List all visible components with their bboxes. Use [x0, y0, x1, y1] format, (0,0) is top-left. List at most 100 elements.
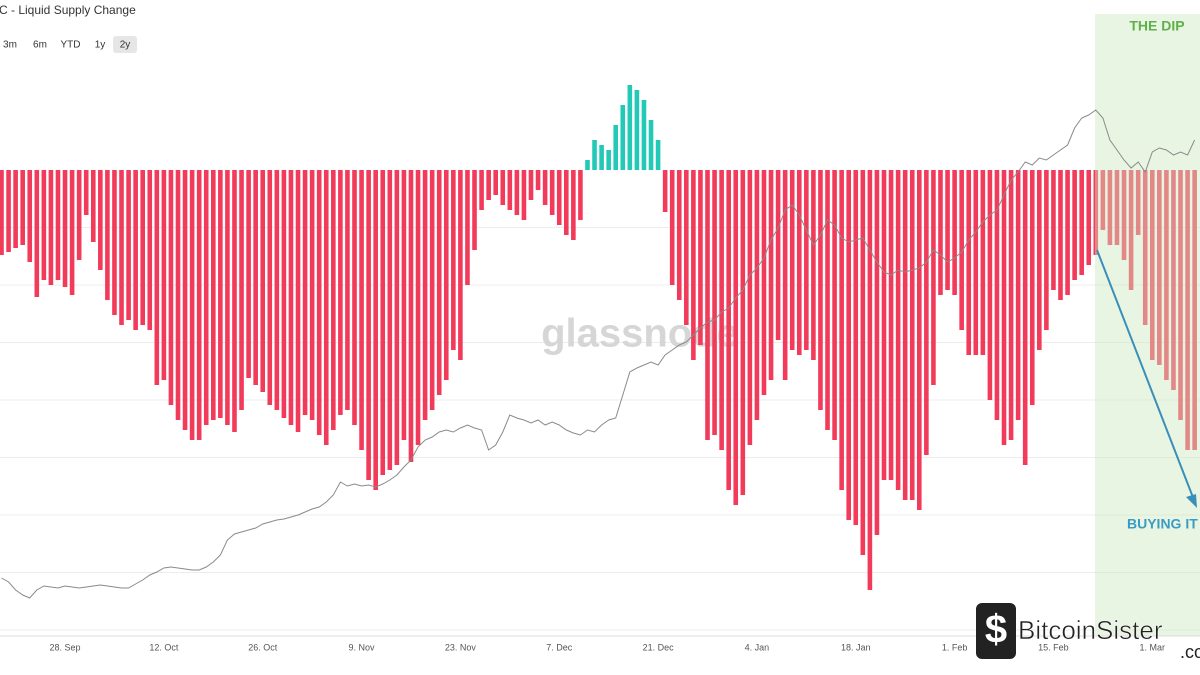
bar	[267, 170, 273, 405]
bar	[535, 170, 541, 190]
bar	[1171, 170, 1176, 390]
range-button: 1y	[95, 40, 106, 51]
bar	[853, 170, 859, 525]
bar	[1065, 170, 1070, 295]
bar	[634, 90, 640, 170]
bar	[1015, 170, 1021, 420]
bar	[1149, 170, 1155, 360]
range-button: 3m	[3, 40, 17, 51]
bar	[239, 170, 244, 410]
logo-icon-glyph: $	[985, 608, 1007, 652]
bar	[789, 170, 795, 350]
arrow	[1096, 249, 1197, 508]
bar	[952, 170, 957, 295]
bar	[1001, 170, 1007, 445]
bar	[1142, 170, 1148, 325]
bar	[69, 170, 75, 295]
bar	[747, 170, 753, 445]
range-button: YTD	[61, 40, 81, 51]
chart-title: C - Liquid Supply Change	[0, 3, 136, 17]
bar	[973, 170, 979, 355]
bar	[754, 170, 760, 420]
bar	[6, 170, 11, 252]
range-button-bg	[113, 36, 137, 53]
x-tick-label: 1. Mar	[1140, 642, 1166, 652]
bar	[436, 170, 442, 395]
bar	[507, 170, 513, 210]
bar	[881, 170, 887, 480]
bar	[1044, 170, 1049, 330]
bar	[1121, 170, 1127, 260]
bar	[1128, 170, 1134, 290]
bar	[1022, 170, 1028, 465]
bar	[796, 170, 802, 355]
bar	[1093, 170, 1099, 255]
bar	[302, 170, 308, 415]
bar	[161, 170, 167, 380]
bar	[274, 170, 280, 410]
x-tick-label: 26. Oct	[248, 642, 278, 652]
arrow-head	[1186, 494, 1197, 508]
bar	[232, 170, 237, 432]
bar	[211, 170, 216, 420]
bar	[994, 170, 1000, 420]
bar	[429, 170, 435, 410]
bar	[394, 170, 400, 465]
bar	[76, 170, 82, 260]
bar	[55, 170, 61, 280]
bar	[105, 170, 110, 300]
x-tick-label: 15. Feb	[1038, 642, 1069, 652]
bar	[987, 170, 993, 400]
highlight-label: THE DIP	[1129, 18, 1184, 34]
bar	[366, 170, 371, 480]
bar	[832, 170, 837, 440]
logo: $ BitcoinSister .co	[976, 603, 1200, 662]
range-button: 6m	[33, 40, 47, 51]
bar	[895, 170, 901, 490]
bar	[281, 170, 287, 418]
price-line	[1, 109, 1196, 599]
bar	[126, 170, 131, 320]
bar	[775, 170, 781, 340]
bar	[323, 170, 329, 445]
bar	[62, 170, 68, 287]
bar	[578, 170, 583, 220]
bar	[34, 170, 40, 297]
bar	[705, 170, 710, 440]
bar	[585, 160, 590, 170]
bar	[1185, 170, 1190, 450]
bar	[253, 170, 258, 385]
annotation: BUYING IT	[1127, 516, 1198, 532]
bar	[888, 170, 894, 480]
bar	[458, 170, 463, 360]
x-tick-label: 18. Jan	[841, 642, 871, 652]
bar	[98, 170, 103, 270]
bar	[542, 170, 548, 205]
bar	[147, 170, 153, 330]
bar	[959, 170, 964, 330]
bar	[592, 140, 597, 170]
bar	[761, 170, 767, 395]
bar	[931, 170, 936, 385]
bar	[380, 170, 386, 475]
bar	[422, 170, 428, 420]
bar	[606, 150, 611, 170]
bar	[804, 170, 809, 350]
bar	[726, 170, 731, 490]
logo-icon	[976, 603, 1016, 659]
bar	[175, 170, 181, 420]
bar	[627, 85, 633, 170]
bar	[1107, 170, 1113, 245]
bar	[514, 170, 520, 215]
bar	[479, 170, 484, 210]
bar	[782, 170, 788, 380]
x-tick-label: 12. Oct	[149, 642, 179, 652]
bar	[1058, 170, 1063, 300]
bar	[599, 145, 604, 170]
bar	[218, 170, 223, 418]
bar	[1072, 170, 1077, 280]
x-tick-label: 9. Nov	[349, 642, 376, 652]
bar	[620, 105, 626, 170]
bar	[839, 170, 844, 490]
